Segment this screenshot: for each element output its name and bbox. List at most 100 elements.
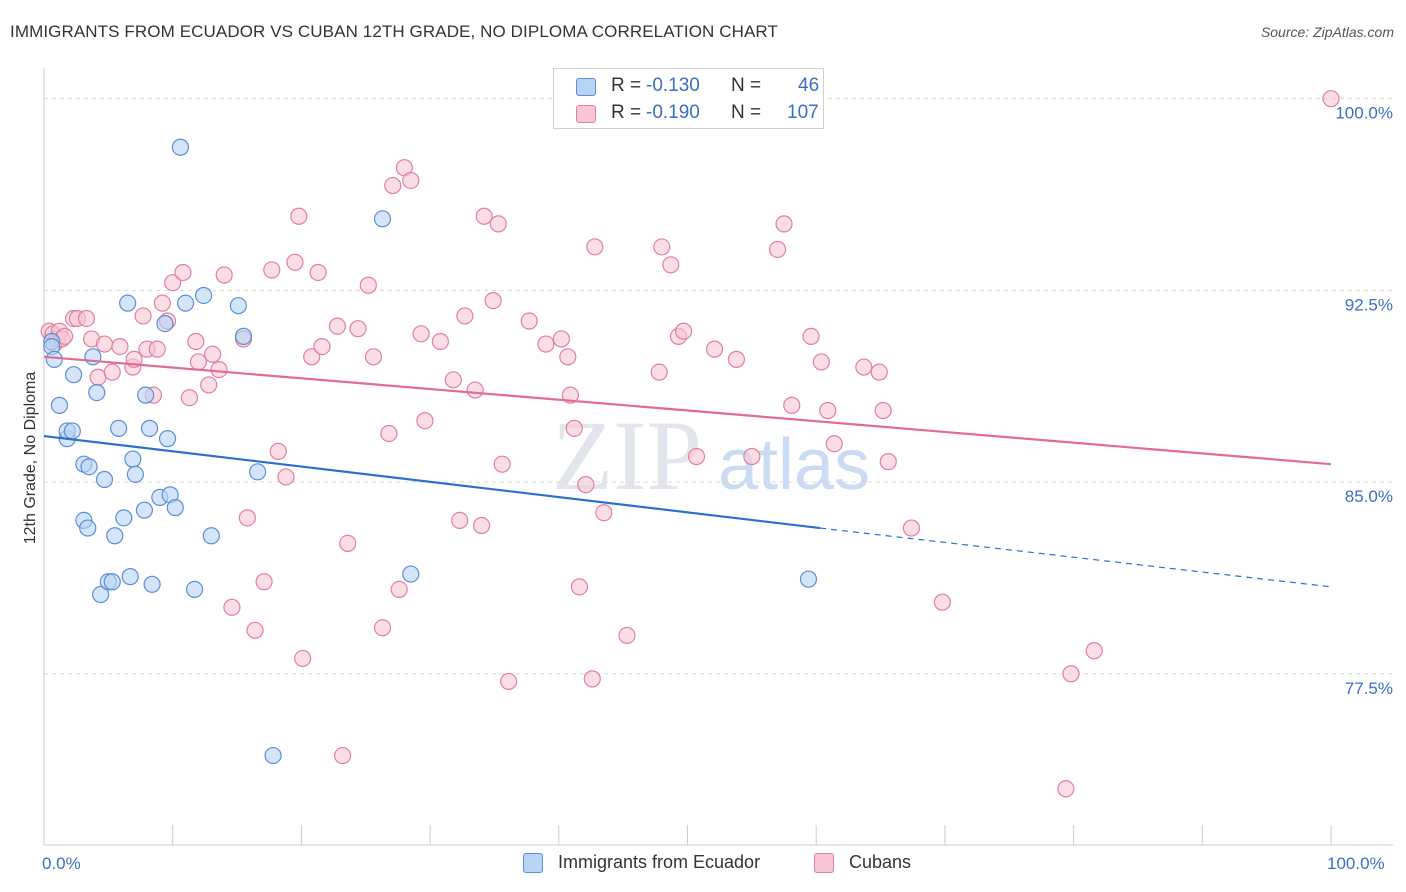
legend-r-value: -0.190 xyxy=(646,102,700,123)
ecuador-point xyxy=(264,746,282,765)
cuban-point xyxy=(879,453,897,471)
y-axis-label: 12th Grade, No Diploma xyxy=(22,372,39,545)
ecuador-point xyxy=(373,210,392,228)
cuban-point xyxy=(812,353,830,371)
y-tick-label: 92.5% xyxy=(1345,295,1393,314)
cuban-point xyxy=(775,215,793,233)
cuban-point xyxy=(203,345,222,363)
cuban-point xyxy=(269,442,287,460)
cuban-point xyxy=(77,309,96,328)
cuban-point xyxy=(650,363,668,381)
ecuador-point xyxy=(45,350,63,368)
cuban-point xyxy=(1322,90,1340,108)
cuban-point xyxy=(189,353,208,371)
cuban-point xyxy=(727,350,746,368)
x-tick-label-max: 100.0% xyxy=(1327,854,1385,873)
cuban-point xyxy=(290,207,308,225)
series-label-cubans: Cubans xyxy=(849,852,912,872)
ecuador-point xyxy=(121,568,139,586)
cuban-point xyxy=(1057,780,1075,798)
ecuador-point xyxy=(234,327,253,345)
ecuador-point xyxy=(119,294,137,312)
y-tick-label: 77.5% xyxy=(1345,679,1393,698)
series-swatch-cubans xyxy=(814,853,834,873)
cuban-point xyxy=(565,419,583,437)
y-axis-tick-labels: 77.5% 85.0% 92.5% 100.0% xyxy=(1335,104,1393,698)
legend-n-value: 46 xyxy=(798,75,820,96)
ecuador-point xyxy=(50,396,69,414)
legend-n-label: N = xyxy=(731,102,762,123)
cuban-point xyxy=(364,348,383,366)
cuban-point xyxy=(153,294,172,312)
cuban-point xyxy=(577,476,595,494)
cuban-point xyxy=(819,401,837,420)
cuban-point xyxy=(416,412,434,430)
stats-legend: R = -0.130 N = 46 R = -0.190 N = 107 xyxy=(553,68,824,129)
ecuador-point xyxy=(103,573,121,591)
ecuador-point xyxy=(176,294,195,312)
cuban-point xyxy=(303,348,321,366)
cuban-point xyxy=(493,455,511,473)
cuban-point xyxy=(148,340,166,358)
cuban-point xyxy=(500,672,518,691)
cuban-point xyxy=(384,176,402,195)
cuban-point xyxy=(662,256,680,274)
x-axis-ticks xyxy=(43,825,1332,845)
cuban-point xyxy=(595,504,613,522)
ecuador-point xyxy=(171,138,190,156)
ecuador-point xyxy=(799,570,818,588)
cuban-point xyxy=(223,598,241,616)
trend-lines xyxy=(43,355,1332,588)
cuban-point xyxy=(825,435,843,453)
cuban-point xyxy=(456,307,474,325)
cuban-point xyxy=(583,670,601,688)
legend-r-label: R = xyxy=(611,102,642,123)
ecuador-point xyxy=(249,463,267,481)
cuban-point xyxy=(466,381,484,399)
cuban-point xyxy=(180,389,199,407)
axes xyxy=(43,68,1393,846)
cuban-point xyxy=(174,263,192,282)
cuban-point xyxy=(472,516,491,535)
cuban-point xyxy=(570,578,588,596)
legend-n-label: N = xyxy=(731,75,762,96)
cuban-point xyxy=(537,335,555,353)
ecuador-point xyxy=(106,527,124,545)
ecuador-point xyxy=(124,450,142,468)
cuban-point xyxy=(246,621,264,639)
cuban-point xyxy=(333,746,352,765)
ecuador-point xyxy=(135,501,153,519)
ecuador-point xyxy=(156,314,174,333)
ecuador-point xyxy=(140,419,159,437)
cuban-point xyxy=(618,626,636,645)
ecuador-point xyxy=(143,575,161,593)
legend-r-label: R = xyxy=(611,75,642,96)
cuban-point xyxy=(1085,642,1103,660)
cuban-point xyxy=(675,322,693,340)
cuban-point xyxy=(328,317,347,335)
ecuador-point xyxy=(137,386,155,404)
series-label-ecuador: Immigrants from Ecuador xyxy=(558,852,761,872)
cuban-point xyxy=(359,276,377,294)
legend-n-value: 107 xyxy=(787,102,819,123)
x-tick-label-min: 0.0% xyxy=(42,854,81,873)
ecuador-point xyxy=(88,384,106,402)
ecuador-point xyxy=(80,458,98,476)
series-swatch-ecuador xyxy=(523,853,543,873)
ecuador-point xyxy=(229,297,247,315)
cuban-point xyxy=(520,312,538,330)
cuban-point xyxy=(238,509,256,527)
ecuador-point xyxy=(402,565,420,583)
ecuador-point xyxy=(115,509,133,527)
cuban-point xyxy=(134,307,152,325)
watermark-zip: ZIP xyxy=(552,400,702,511)
y-tick-label: 100.0% xyxy=(1335,104,1393,123)
cuban-point xyxy=(586,238,604,256)
cuban-point xyxy=(1062,665,1080,683)
cuban-point xyxy=(349,320,367,338)
ecuador-point xyxy=(158,430,177,448)
cuban-trend-line xyxy=(43,355,1332,466)
ecuador-point xyxy=(110,419,128,437)
ecuador-point xyxy=(65,366,83,384)
cuban-point xyxy=(286,253,304,271)
